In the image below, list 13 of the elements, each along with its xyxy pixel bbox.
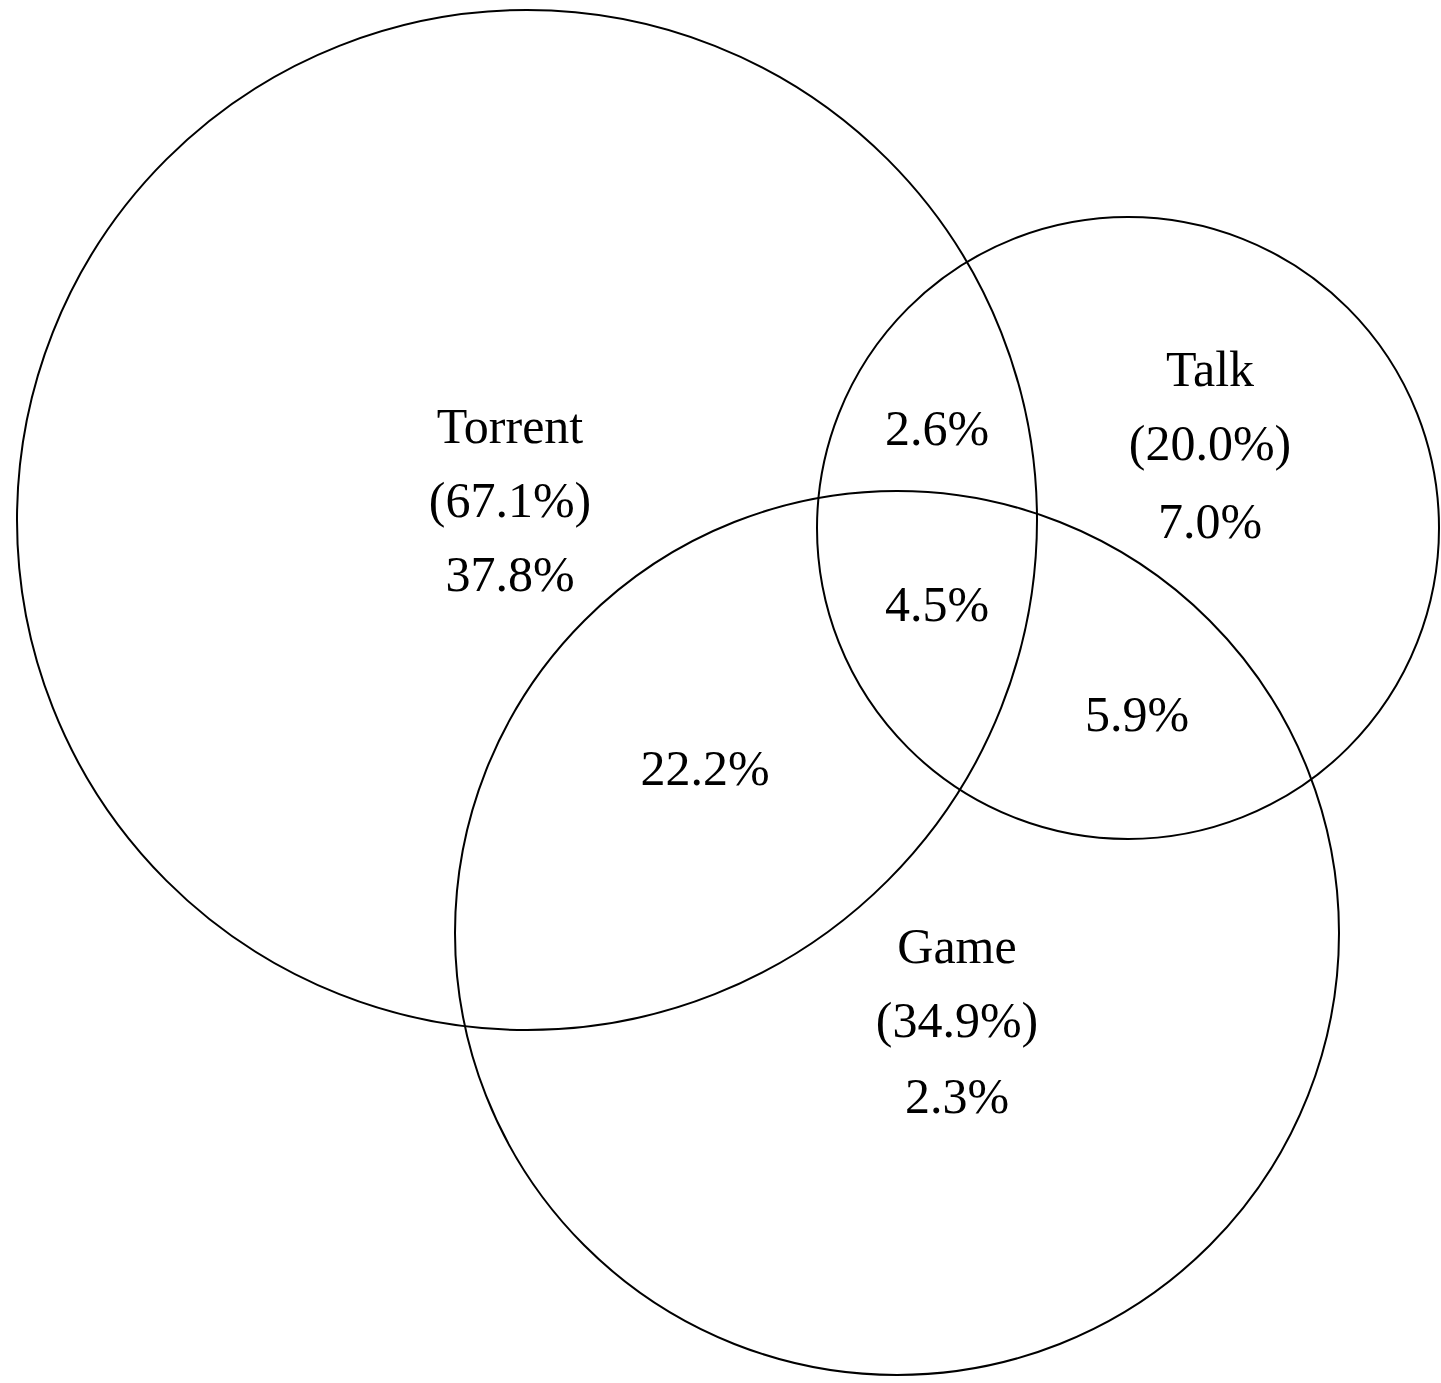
text: 22.2% bbox=[640, 740, 770, 797]
text: 2.3% bbox=[904, 1068, 1010, 1125]
text: 5.9% bbox=[1084, 686, 1190, 743]
text: 4.5% bbox=[884, 576, 990, 633]
data-label: (34.9%) bbox=[875, 992, 1039, 1049]
category-label: Talk bbox=[1165, 341, 1255, 398]
data-label: (67.1%) bbox=[428, 472, 592, 529]
text: 7.0% bbox=[1157, 493, 1263, 550]
text: 2.6% bbox=[884, 400, 990, 457]
text: 37.8% bbox=[445, 546, 575, 603]
category-label: Torrent bbox=[436, 398, 584, 455]
data-label: (20.0%) bbox=[1128, 415, 1292, 472]
category-label: Game bbox=[897, 918, 1017, 975]
